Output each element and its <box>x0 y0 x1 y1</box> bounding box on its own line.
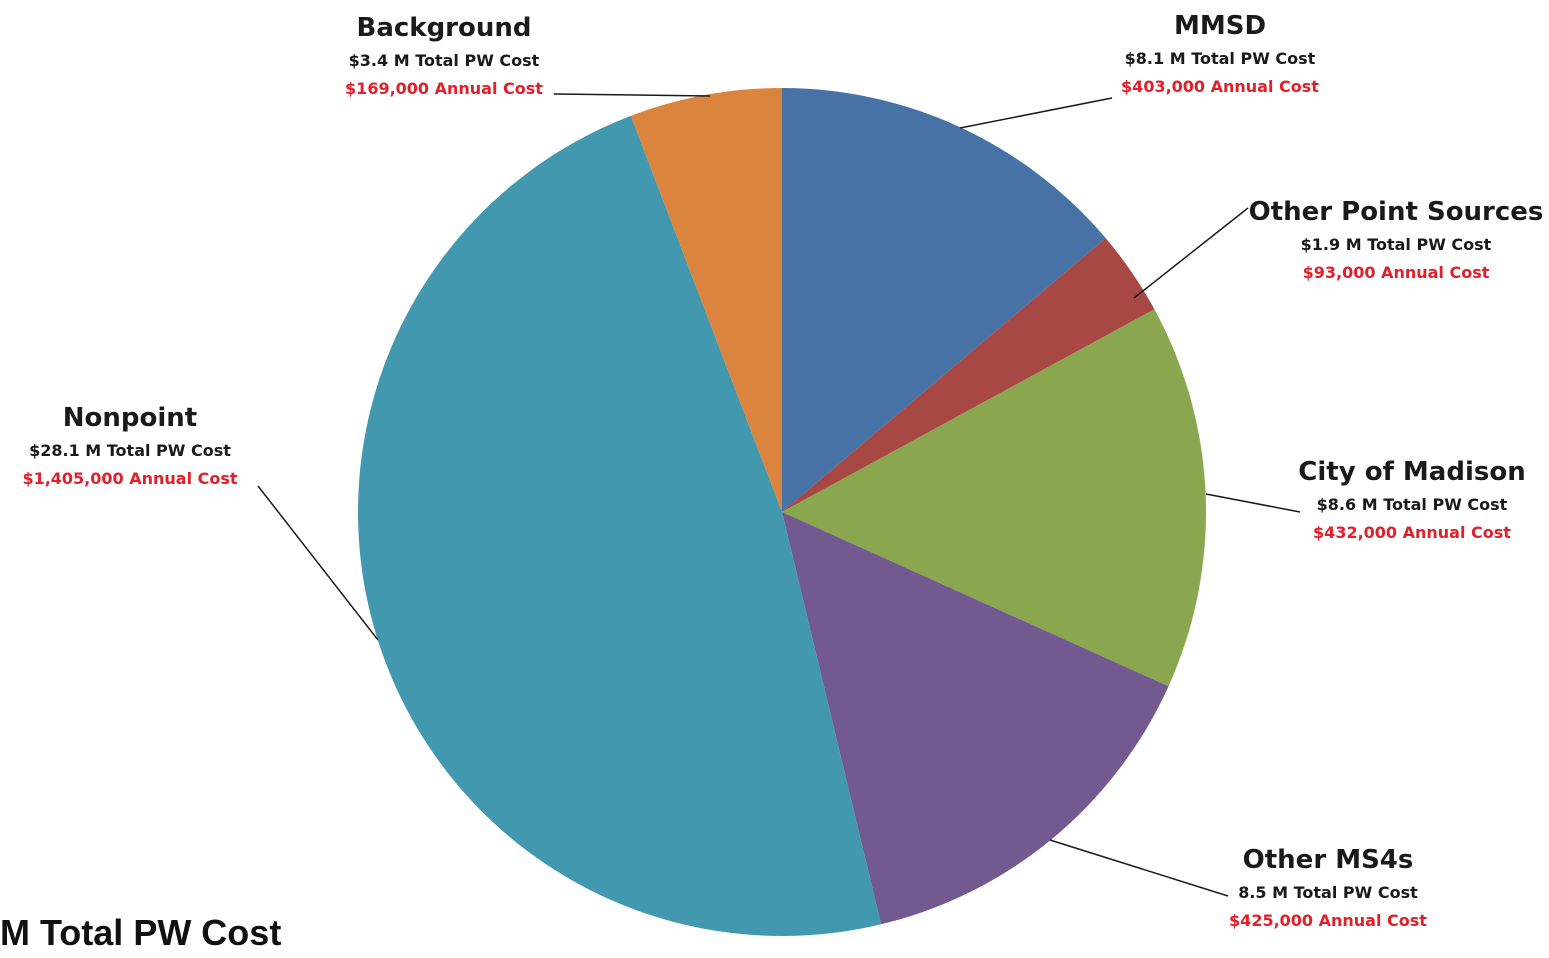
pie-slice-background <box>630 88 782 512</box>
slice-label-annual-cost-background: $169,000 Annual Cost <box>345 79 543 98</box>
slice-label-total-pw-cost-city-of-madison: $8.6 M Total PW Cost <box>1317 495 1508 514</box>
slice-label-annual-cost-nonpoint: $1,405,000 Annual Cost <box>22 469 237 488</box>
leader-line-nonpoint <box>257 485 379 641</box>
slice-labels: MMSD $8.1 M Total PW Cost $403,000 Annual … <box>22 11 1543 930</box>
pie-slice-nonpoint <box>357 115 882 937</box>
slice-label-annual-cost-mmsd: $403,000 Annual Cost <box>1121 77 1319 96</box>
pie-slices <box>357 88 1206 937</box>
leader-line-mmsd <box>959 97 1113 129</box>
pie-slice-mmsd <box>782 88 1106 512</box>
leader-line-city-of-madison <box>1205 493 1301 513</box>
slice-label-name-nonpoint: Nonpoint <box>63 403 197 433</box>
leader-line-background <box>553 93 711 97</box>
slice-label-name-other-ms4s: Other MS4s <box>1243 845 1414 875</box>
footer-caption: M Total PW Cost <box>0 912 282 953</box>
leader-line-other-ms4s <box>1049 839 1229 897</box>
slice-label-total-pw-cost-other-ms4s: 8.5 M Total PW Cost <box>1238 883 1418 902</box>
pie-slice-other-ms4s <box>782 512 1169 925</box>
slice-label-total-pw-cost-background: $3.4 M Total PW Cost <box>349 51 540 70</box>
slice-label-total-pw-cost-mmsd: $8.1 M Total PW Cost <box>1125 49 1316 68</box>
leader-lines <box>257 93 1301 897</box>
slice-label-annual-cost-other-ms4s: $425,000 Annual Cost <box>1229 911 1427 930</box>
slice-label-annual-cost-city-of-madison: $432,000 Annual Cost <box>1313 523 1511 542</box>
pie-slice-city-of-madison <box>782 309 1206 687</box>
slice-label-annual-cost-other-point-sources: $93,000 Annual Cost <box>1303 263 1490 282</box>
pie-slice-other-point-sources <box>782 238 1155 513</box>
slice-label-name-city-of-madison: City of Madison <box>1298 457 1525 487</box>
slice-label-total-pw-cost-nonpoint: $28.1 M Total PW Cost <box>29 441 231 460</box>
leader-line-other-point-sources <box>1133 207 1249 299</box>
slice-label-name-background: Background <box>357 13 532 43</box>
slice-label-name-mmsd: MMSD <box>1174 11 1266 41</box>
slice-label-total-pw-cost-other-point-sources: $1.9 M Total PW Cost <box>1301 235 1492 254</box>
slice-label-name-other-point-sources: Other Point Sources <box>1249 197 1544 227</box>
